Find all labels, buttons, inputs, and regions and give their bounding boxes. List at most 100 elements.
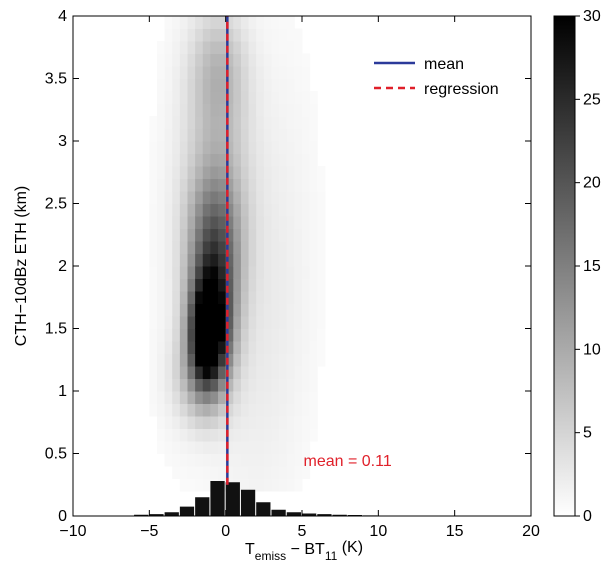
- heatmap-cell: [225, 241, 234, 254]
- heatmap-cell: [279, 216, 288, 229]
- heatmap-cell: [248, 41, 257, 54]
- heatmap-cell: [256, 303, 265, 317]
- x-tick-label: 0: [221, 523, 230, 540]
- heatmap-cell: [271, 203, 280, 217]
- heatmap-cell: [149, 278, 158, 292]
- density-heatmap: [149, 16, 326, 492]
- heatmap-cell: [179, 116, 188, 129]
- heatmap-cell: [263, 403, 272, 417]
- heatmap-cell: [172, 128, 181, 142]
- heatmap-cell: [286, 266, 295, 279]
- heatmap-cell: [156, 166, 166, 179]
- heatmap-cell: [240, 278, 250, 292]
- heatmap-cell: [302, 103, 311, 117]
- x-axis-label: Temiss − BT11 (K): [245, 539, 363, 563]
- heatmap-cell: [294, 403, 303, 417]
- heatmap-cell: [286, 228, 295, 242]
- heatmap-cell: [225, 278, 234, 292]
- heatmap-cell: [271, 366, 280, 379]
- heatmap-cell: [187, 303, 196, 317]
- heatmap-cell: [218, 291, 227, 304]
- heatmap-cell: [195, 178, 204, 192]
- heatmap-cell: [179, 478, 188, 492]
- heatmap-cell: [240, 41, 250, 54]
- heatmap-cell: [202, 191, 211, 204]
- heatmap-cell: [256, 191, 265, 204]
- heatmap-cell: [210, 441, 219, 454]
- heatmap-cell: [263, 191, 272, 204]
- heatmap-cell: [233, 328, 242, 342]
- heatmap-cell: [279, 478, 288, 492]
- heatmap-cell: [279, 441, 288, 454]
- heatmap-cell: [256, 378, 265, 392]
- heatmap-cell: [240, 216, 250, 229]
- heatmap-cell: [218, 253, 227, 267]
- heatmap-cell: [286, 428, 295, 442]
- heatmap-cell: [263, 353, 272, 367]
- heatmap-cell: [164, 416, 173, 429]
- heatmap-cell: [179, 441, 188, 454]
- heatmap-cell: [179, 391, 188, 404]
- heatmap-cell: [179, 266, 188, 279]
- heatmap-cell: [240, 78, 250, 92]
- heatmap-cell: [149, 141, 158, 154]
- heatmap-cell: [218, 353, 227, 367]
- heatmap-cell: [218, 378, 227, 392]
- heatmap-cell: [164, 191, 173, 204]
- heatmap-cell: [149, 253, 158, 267]
- heatmap-cell: [233, 428, 242, 442]
- heatmap-cell: [302, 303, 311, 317]
- heatmap-cell: [248, 103, 257, 117]
- x-label-sub1: emiss: [255, 549, 286, 563]
- heatmap-cell: [172, 41, 181, 54]
- heatmap-cell: [225, 453, 234, 467]
- heatmap-cell: [210, 391, 219, 404]
- heatmap-cell: [156, 141, 166, 154]
- heatmap-cell: [248, 366, 257, 379]
- heatmap-cell: [233, 378, 242, 392]
- heatmap-cell: [225, 66, 234, 79]
- heatmap-cell: [256, 253, 265, 267]
- heatmap-cell: [294, 178, 303, 192]
- heatmap-cell: [240, 141, 250, 154]
- heatmap-cell: [225, 128, 234, 142]
- heatmap-cell: [240, 341, 250, 354]
- heatmap-cell: [187, 316, 196, 329]
- heatmap-cell: [271, 228, 280, 242]
- heatmap-cell: [240, 291, 250, 304]
- histogram-bar: [286, 512, 301, 516]
- heatmap-cell: [202, 241, 211, 254]
- heatmap-cell: [286, 28, 295, 42]
- heatmap-cell: [218, 28, 227, 42]
- heatmap-cell: [263, 116, 272, 129]
- heatmap-cell: [202, 478, 211, 492]
- heatmap-cell: [263, 416, 272, 429]
- heatmap-cell: [309, 328, 318, 342]
- heatmap-cell: [286, 191, 295, 204]
- heatmap-cell: [172, 253, 181, 267]
- heatmap-cell: [164, 241, 173, 254]
- heatmap-cell: [286, 303, 295, 317]
- heatmap-cell: [286, 366, 295, 379]
- heatmap-cell: [187, 178, 196, 192]
- colorbar-gradient: [553, 15, 576, 517]
- heatmap-cell: [179, 453, 188, 467]
- heatmap-cell: [240, 228, 250, 242]
- heatmap-cell: [286, 403, 295, 417]
- heatmap-cell: [248, 478, 257, 492]
- heatmap-cell: [225, 53, 234, 67]
- heatmap-cell: [256, 228, 265, 242]
- heatmap-cell: [172, 403, 181, 417]
- heatmap-cell: [149, 116, 158, 129]
- heatmap-cell: [149, 366, 158, 379]
- heatmap-cell: [286, 278, 295, 292]
- heatmap-cell: [195, 16, 204, 29]
- heatmap-cell: [195, 53, 204, 67]
- heatmap-cell: [233, 266, 242, 279]
- heatmap-cell: [156, 91, 166, 104]
- heatmap-cell: [309, 91, 318, 104]
- heatmap-cell: [225, 28, 234, 42]
- heatmap-cell: [279, 228, 288, 242]
- heatmap-cell: [172, 228, 181, 242]
- y-tick-label: 1: [58, 383, 67, 400]
